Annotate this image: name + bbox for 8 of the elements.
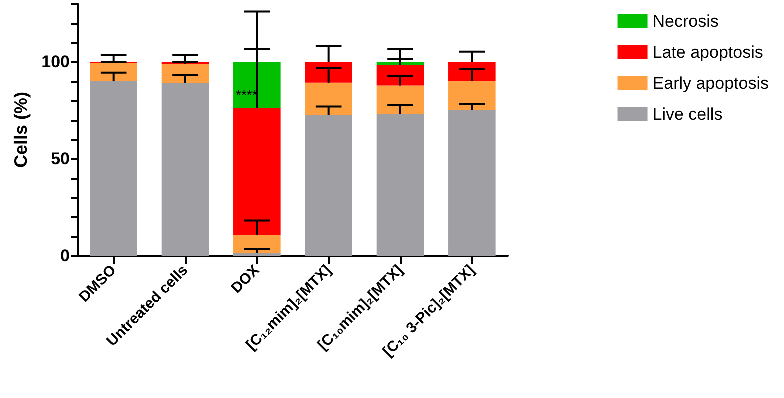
legend-label: Late apoptosis	[652, 43, 764, 62]
y-tick-label: 0	[60, 246, 70, 266]
legend-label: Necrosis	[652, 12, 719, 31]
legend-label: Live cells	[652, 105, 723, 124]
legend-label: Early apoptosis	[652, 74, 770, 93]
y-tick-label: 100	[42, 52, 70, 72]
y-axis-title: Cells (%)	[11, 92, 31, 168]
y-tick-label: 50	[51, 150, 70, 169]
